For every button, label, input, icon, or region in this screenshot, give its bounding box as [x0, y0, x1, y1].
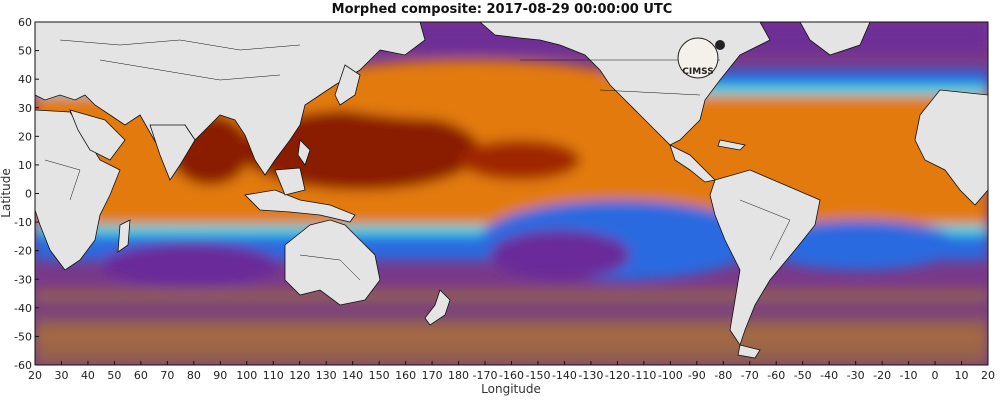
x-tick-label: -70 — [741, 369, 759, 382]
india-landmass — [149, 124, 196, 181]
x-tick-label: 20 — [981, 369, 995, 382]
logo-text: CIMSS — [682, 67, 713, 77]
indonesia-landmass — [244, 189, 356, 223]
x-axis-label: Longitude — [481, 382, 541, 396]
x-tick-label: -170 — [473, 369, 498, 382]
x-tick-label: 10 — [955, 369, 969, 382]
map-title: Morphed composite: 2017-08-29 00:00:00 U… — [331, 2, 673, 17]
x-tick-label: 90 — [213, 369, 227, 382]
x-tick-label: 60 — [134, 369, 148, 382]
y-axis-ticks: 60 50 40 30 20 10 0 -10 -20 -30 -40 -50 -60 — [14, 16, 39, 372]
x-tick-label: -40 — [820, 369, 838, 382]
y-tick-label: -50 — [14, 330, 32, 343]
antarctic-island-landmass — [737, 344, 761, 359]
japan-landmass — [334, 64, 361, 106]
x-tick-label: -160 — [499, 369, 524, 382]
y-tick-label: 10 — [18, 159, 32, 172]
x-tick-label: -60 — [767, 369, 785, 382]
x-tick-label: -120 — [605, 369, 630, 382]
central-america-landmass — [669, 144, 716, 183]
cuba-landmass — [717, 139, 746, 151]
country-borders — [44, 39, 791, 281]
x-tick-label: 20 — [28, 369, 42, 382]
x-tick-label: -140 — [552, 369, 577, 382]
x-tick-label: -30 — [847, 369, 865, 382]
x-tick-label: -80 — [714, 369, 732, 382]
x-tick-label: 150 — [369, 369, 390, 382]
x-tick-label: 80 — [187, 369, 201, 382]
land-masses — [35, 22, 988, 359]
x-tick-label: -110 — [631, 369, 656, 382]
x-tick-label: 140 — [342, 369, 363, 382]
y-tick-label: -60 — [14, 359, 32, 372]
x-tick-label: 30 — [54, 369, 68, 382]
y-tick-label: -20 — [14, 245, 32, 258]
y-tick-label: 40 — [18, 73, 32, 86]
x-tick-label: -50 — [794, 369, 812, 382]
x-tick-label: 180 — [448, 369, 469, 382]
y-tick-label: -10 — [14, 216, 32, 229]
y-tick-label: 60 — [18, 16, 32, 29]
x-tick-label: -150 — [525, 369, 550, 382]
map-plot-area: CIMSS — [35, 22, 988, 365]
borneo-landmass — [274, 167, 306, 196]
x-tick-label: 110 — [263, 369, 284, 382]
y-axis-label: Latitude — [0, 168, 13, 217]
x-tick-label: -130 — [578, 369, 603, 382]
x-tick-label: 170 — [422, 369, 443, 382]
x-tick-label: 130 — [316, 369, 337, 382]
x-tick-label: 50 — [107, 369, 121, 382]
x-tick-label: -20 — [873, 369, 891, 382]
x-tick-label: 120 — [289, 369, 310, 382]
south-america-landmass — [709, 169, 821, 346]
x-tick-label: 70 — [160, 369, 174, 382]
new-zealand-landmass — [424, 289, 451, 326]
y-tick-label: 0 — [25, 188, 32, 201]
x-tick-label: -90 — [688, 369, 706, 382]
y-tick-label: 30 — [18, 102, 32, 115]
x-tick-label: -100 — [658, 369, 683, 382]
africa-west-landmass — [914, 89, 988, 206]
y-tick-label: -30 — [14, 273, 32, 286]
x-tick-label: 0 — [932, 369, 939, 382]
x-tick-label: 160 — [395, 369, 416, 382]
x-tick-label: -10 — [900, 369, 918, 382]
x-axis-ticks: 20 30 40 50 60 70 80 90 100 110 120 130 140 150 160 170… — [28, 361, 995, 382]
australia-landmass — [284, 219, 381, 306]
philippines-landmass — [297, 139, 311, 166]
arabia-landmass — [69, 109, 126, 161]
x-tick-label: 40 — [81, 369, 95, 382]
y-tick-label: 20 — [18, 130, 32, 143]
y-tick-label: 50 — [18, 45, 32, 58]
greenland-landmass — [799, 22, 871, 56]
cimss-logo: CIMSS — [677, 37, 725, 79]
x-tick-label: 100 — [236, 369, 257, 382]
y-tick-label: -40 — [14, 302, 32, 315]
madagascar-landmass — [117, 219, 131, 253]
